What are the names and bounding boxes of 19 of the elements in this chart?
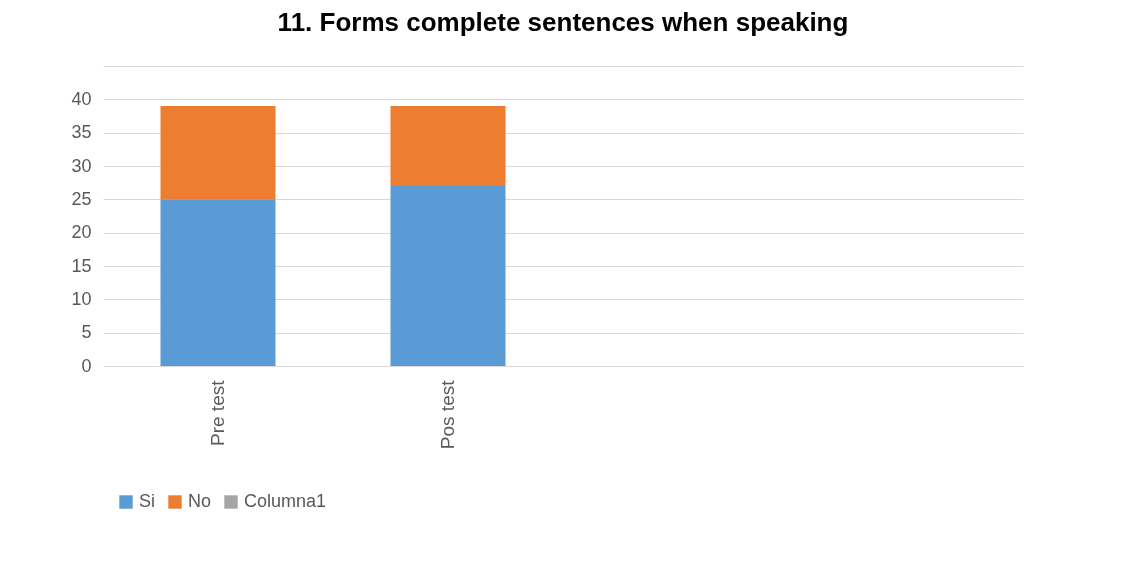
x-tick-label: Pre test	[207, 379, 228, 446]
bar	[160, 199, 276, 366]
x-tick-label: Pos test	[437, 379, 458, 450]
chart-title: 11. Forms complete sentences when speaking	[277, 7, 849, 37]
y-tick-label: 25	[71, 188, 92, 209]
bar	[390, 106, 506, 186]
legend-label: Columna1	[244, 491, 327, 511]
y-tick-label: 5	[81, 322, 92, 343]
bar	[160, 106, 276, 200]
y-tick-label: 20	[71, 222, 92, 243]
y-tick-label: 30	[71, 155, 92, 176]
y-tick-label: 10	[71, 288, 92, 309]
y-tick-label: 15	[71, 255, 92, 276]
legend-label: Si	[139, 491, 156, 511]
y-tick-label: 0	[81, 355, 92, 376]
legend-label: No	[188, 491, 212, 511]
y-tick-label: 35	[71, 122, 92, 143]
y-tick-label: 40	[71, 88, 92, 109]
bar	[390, 186, 506, 366]
